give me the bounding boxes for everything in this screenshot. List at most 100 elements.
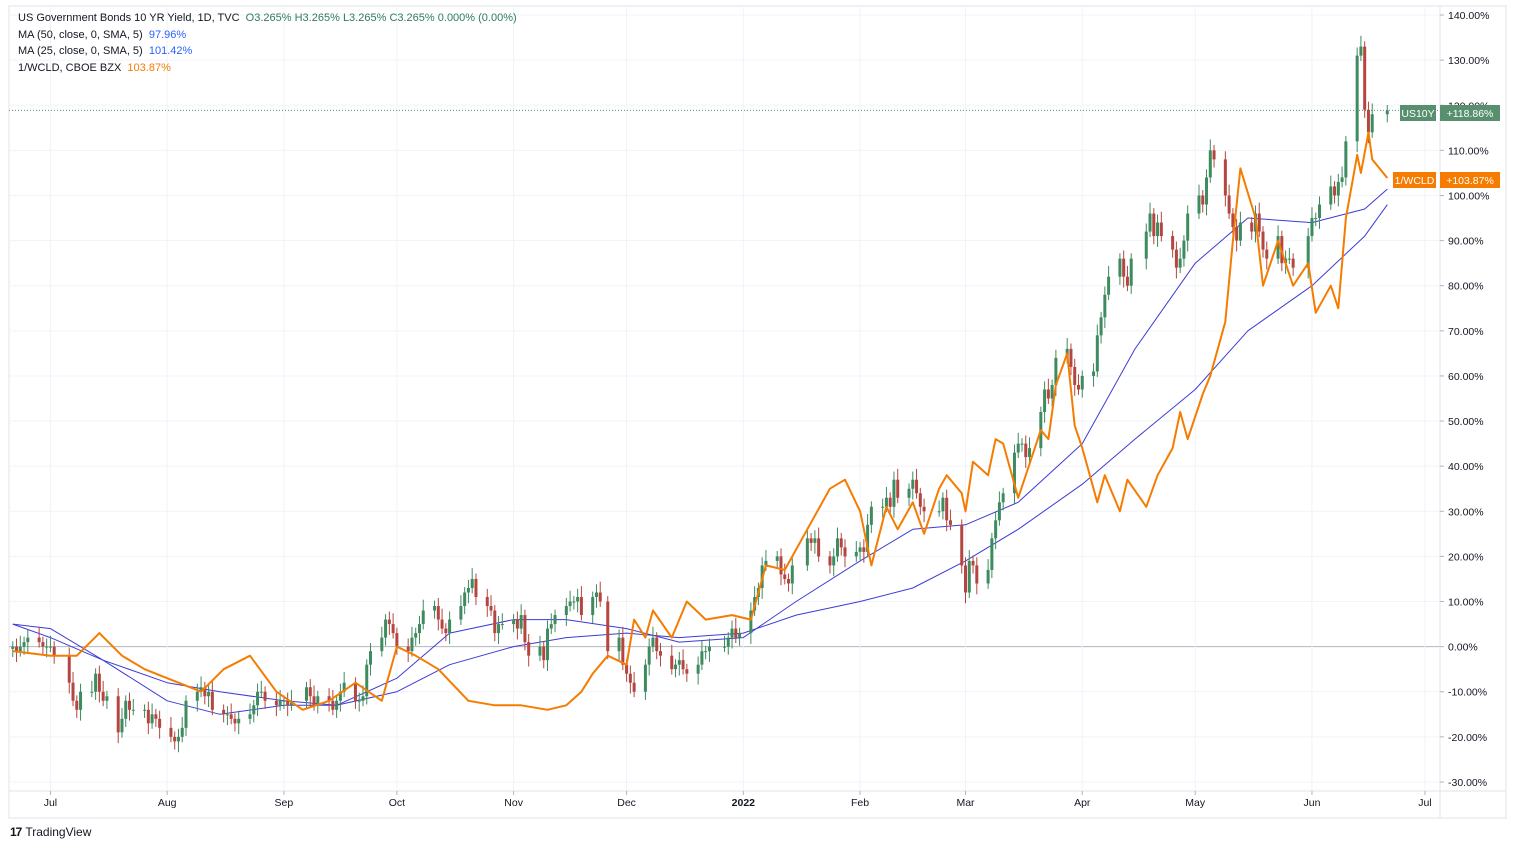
candle-body xyxy=(994,520,998,539)
y-tick-label: -20.00% xyxy=(1448,732,1487,744)
legend-compare-value: 103.87% xyxy=(127,61,171,74)
candle-body xyxy=(1344,141,1348,178)
candle-body xyxy=(1046,389,1050,399)
candle-body xyxy=(707,646,711,652)
candle-body xyxy=(225,714,229,716)
x-tick-label: Jul xyxy=(44,797,57,809)
moving-averages xyxy=(12,188,1388,715)
tradingview-logo[interactable]: 17 TradingView xyxy=(10,825,91,839)
candle-body xyxy=(1073,366,1077,385)
candle-body xyxy=(256,691,260,706)
legend-ma25-row[interactable]: MA (25, close, 0, SMA, 5) 101.42% xyxy=(18,43,517,60)
candle-body xyxy=(1125,276,1129,286)
candle-body xyxy=(643,664,647,692)
candle-body xyxy=(1043,389,1047,413)
candle-body xyxy=(546,628,550,661)
candle-body xyxy=(677,660,681,665)
candle-body xyxy=(97,673,101,692)
legend-compare-row[interactable]: 1/WCLD, CBOE BZX 103.87% xyxy=(18,60,517,77)
candle-body xyxy=(948,520,952,525)
candle-body xyxy=(1385,110,1389,115)
candle-body xyxy=(369,651,373,665)
candle-body xyxy=(1159,222,1163,237)
legend-main-label: US Government Bonds 10 YR Yield, 1D, TVC xyxy=(18,12,240,24)
candle-body xyxy=(1314,218,1318,220)
candle-body xyxy=(361,696,365,701)
candle-body xyxy=(436,606,440,620)
candle-body xyxy=(564,606,568,616)
candle-body xyxy=(493,610,497,634)
candle-body xyxy=(787,578,791,584)
time-axis[interactable]: Jul Aug Sep Oct Nov Dec 2022 Feb Mar Apr May Jun Jul xyxy=(44,791,1432,809)
price-axis[interactable]: 140.00%130.00%120.00%110.00%100.00%90.00… xyxy=(1440,10,1489,789)
candle-body xyxy=(606,601,610,652)
candle-body xyxy=(169,727,173,737)
ma25-line xyxy=(12,188,1388,715)
candle-body xyxy=(433,606,437,611)
tradingview-brand: TradingView xyxy=(25,825,92,839)
candle-body xyxy=(237,718,241,724)
candle-body xyxy=(591,597,595,616)
candle-body xyxy=(342,682,346,692)
candle-body xyxy=(621,637,625,665)
candle-body xyxy=(1359,46,1363,56)
candle-body xyxy=(259,691,263,693)
candle-body xyxy=(406,646,410,652)
candle-body xyxy=(779,556,783,575)
candle-body xyxy=(79,691,83,710)
candle-body xyxy=(685,669,689,674)
candle-body xyxy=(1291,258,1295,268)
candle-body xyxy=(41,642,45,647)
y-tick-label: 90.00% xyxy=(1448,236,1484,248)
candle-body xyxy=(922,506,926,512)
candle-body xyxy=(1227,195,1231,214)
candle-body xyxy=(1336,181,1340,196)
candle-body xyxy=(700,651,704,665)
candle-body xyxy=(365,664,369,697)
candle-body xyxy=(176,736,180,742)
x-tick-label: Jul xyxy=(1418,797,1431,809)
candle-body xyxy=(1103,294,1107,318)
candle-body xyxy=(222,709,226,715)
grid xyxy=(9,6,1440,791)
candle-body xyxy=(470,578,474,588)
candle-body xyxy=(858,547,862,552)
tradingview-logo-icon: 17 xyxy=(10,825,22,839)
candle-body xyxy=(843,547,847,557)
candle-body xyxy=(538,646,542,656)
candle-body xyxy=(907,488,911,498)
candle-body xyxy=(579,597,583,616)
candle-body xyxy=(862,547,866,552)
candle-body xyxy=(154,714,158,719)
candle-body xyxy=(594,592,598,598)
candle-body xyxy=(515,619,519,629)
x-tick-label: 2022 xyxy=(732,797,756,809)
candle-body xyxy=(817,538,821,557)
candle-body xyxy=(380,637,384,652)
candle-body xyxy=(805,538,809,566)
candle-body xyxy=(726,637,730,647)
candle-body xyxy=(158,718,162,728)
candle-body xyxy=(527,642,531,656)
legend-main-row[interactable]: US Government Bonds 10 YR Yield, 1D, TVC… xyxy=(18,10,517,27)
candle-body xyxy=(282,700,286,702)
candle-body xyxy=(1095,335,1099,372)
legend-change: 0.000% (0.00%) xyxy=(437,12,517,24)
candle-body xyxy=(655,637,659,652)
candle-body xyxy=(353,682,357,701)
candle-body xyxy=(120,718,124,733)
candle-body xyxy=(207,691,211,697)
candle-body xyxy=(1080,375,1084,390)
x-tick-label: May xyxy=(1185,797,1206,809)
legend-ma25-value: 101.42% xyxy=(148,45,193,57)
legend-close: C3.265% xyxy=(389,12,435,24)
candle-body xyxy=(131,709,135,711)
candle-body xyxy=(790,565,794,584)
candle-body xyxy=(278,700,282,706)
candle-body xyxy=(749,610,753,634)
candle-body xyxy=(628,673,632,683)
candle-body xyxy=(146,709,150,724)
legend-ma50-row[interactable]: MA (50, close, 0, SMA, 5) 97.96% xyxy=(18,27,517,44)
